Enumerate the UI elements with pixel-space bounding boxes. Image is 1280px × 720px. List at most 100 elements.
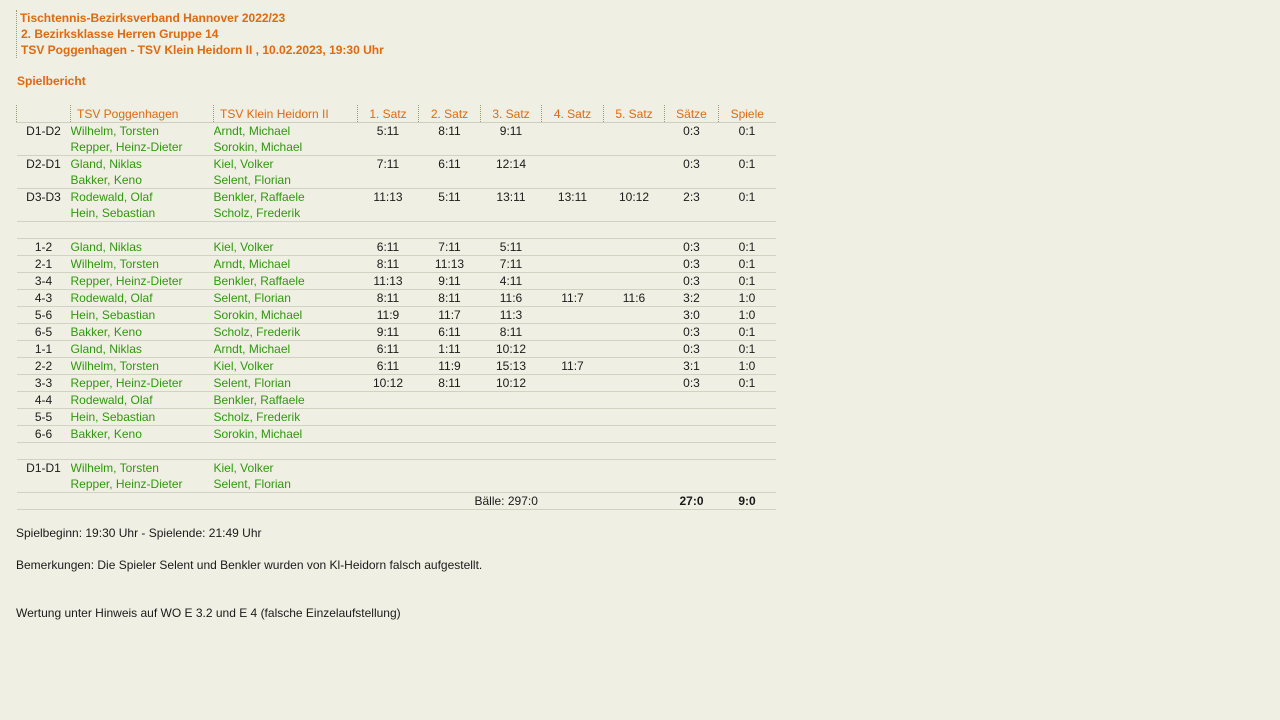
set-score-s1 [357, 425, 419, 443]
league-title: 2. Bezirksklasse Herren Gruppe 14 [21, 27, 219, 41]
match-position: 3-3 [16, 374, 71, 392]
set-score-spiele: 0:1 [738, 190, 756, 204]
set-score-s1: 11:9 [357, 306, 419, 324]
set-score-s2: 9:11 [418, 272, 481, 290]
set-score-spiele: 0:1 [718, 255, 776, 273]
set-score-saetze: 3:1 [664, 357, 719, 375]
set-score-s3: 15:13 [480, 357, 542, 375]
away-player: Selent, Florian [213, 289, 358, 307]
set-score-s4 [542, 123, 604, 140]
set-score-s2: 1:11 [418, 340, 481, 358]
away-player: Arndt, Michael [213, 340, 358, 358]
doubles-row-partner: Hein, Sebastian Scholz, Frederik [17, 205, 776, 222]
home-player: Hein, Sebastian [70, 306, 214, 324]
home-player: Gland, Niklas [70, 238, 214, 256]
col-header-set4: 4. Satz [541, 105, 604, 123]
empty-cell [357, 476, 419, 493]
set-score-s4: 13:11 [557, 190, 588, 204]
set-score-s4 [541, 374, 604, 392]
set-score-s3: 4:11 [480, 272, 542, 290]
col-header-spiele: Spiele [718, 105, 776, 123]
set-score-saetze [664, 425, 719, 443]
away-player: Arndt, Michael [213, 255, 358, 273]
set-score-saetze: 0:3 [664, 272, 719, 290]
set-score-s3: 9:11 [499, 124, 523, 138]
set-score-s1: 8:11 [357, 255, 419, 273]
empty-cell [718, 205, 776, 222]
empty-cell [664, 476, 719, 493]
set-score-s2: 11:9 [418, 357, 481, 375]
empty-cell [718, 172, 776, 189]
set-score-s4 [541, 408, 604, 426]
away-player: Kiel, Volker [213, 357, 358, 375]
home-player: Wilhelm, Torsten [70, 461, 159, 475]
home-player: Rodewald, Olaf [70, 190, 153, 204]
set-score-s3: 13:11 [496, 190, 526, 204]
set-score-s1: 6:11 [357, 238, 419, 256]
set-score-spiele: 1:0 [718, 306, 776, 324]
col-header-set3: 3. Satz [480, 105, 542, 123]
away-player: Selent, Florian [213, 476, 358, 493]
table-header-row: TSV Poggenhagen TSV Klein Heidorn II 1. … [16, 105, 776, 123]
set-score-saetze: 0:3 [664, 238, 719, 256]
set-score-s2: 8:11 [418, 374, 481, 392]
set-score-s5 [603, 238, 665, 256]
set-score-spiele: 0:1 [718, 272, 776, 290]
empty-cell [541, 205, 604, 222]
empty-cell [418, 205, 481, 222]
set-score-saetze: 0:3 [664, 323, 719, 341]
doubles-row: D2-D1 Gland, Niklas Kiel, Volker 7:11 6:11 12… [16, 155, 776, 189]
doubles-row-partner: Repper, Heinz-Dieter Selent, Florian [17, 476, 776, 493]
away-player: Sorokin, Michael [213, 139, 358, 156]
empty-cell [480, 172, 542, 189]
set-score-s2: 6:11 [438, 157, 461, 171]
empty-cell [480, 139, 542, 156]
away-player: Benkler, Raffaele [213, 391, 358, 409]
set-score-s2: 11:13 [418, 255, 481, 273]
set-score-s1: 6:11 [357, 340, 419, 358]
home-player: Rodewald, Olaf [70, 289, 214, 307]
away-player: Kiel, Volker [213, 461, 274, 475]
set-score-spiele: 0:1 [718, 374, 776, 392]
set-score-s5 [603, 323, 665, 341]
singles-row: 1-1 Gland, Niklas Arndt, Michael 6:11 1:11 10… [16, 340, 776, 358]
col-header-away: TSV Klein Heidorn II [213, 105, 358, 123]
set-score-s2: 5:11 [438, 190, 461, 204]
report-header: Tischtennis-Bezirksverband Hannover 2022… [16, 10, 384, 58]
col-header-set2: 2. Satz [418, 105, 481, 123]
spiele-total: 9:0 [718, 492, 776, 510]
rating-note: Wertung unter Hinweis auf WO E 3.2 und E… [16, 606, 401, 620]
set-score-saetze [664, 391, 719, 409]
singles-row: 4-3 Rodewald, Olaf Selent, Florian 8:11 8:11… [16, 289, 776, 307]
home-player: Repper, Heinz-Dieter [70, 476, 214, 493]
singles-row: 2-2 Wilhelm, Torsten Kiel, Volker 6:11 11:9 1… [16, 357, 776, 375]
totals-row: Bälle: 297:0 27:0 9:0 [16, 492, 776, 510]
set-score-saetze: 3:2 [664, 289, 719, 307]
home-player: Wilhelm, Torsten [70, 124, 159, 138]
set-score-s2: 11:7 [418, 306, 481, 324]
set-score-spiele: 1:0 [718, 289, 776, 307]
set-score-spiele [718, 425, 776, 443]
singles-row: 2-1 Wilhelm, Torsten Arndt, Michael 8:11 11:… [16, 255, 776, 273]
set-score-saetze: 0:3 [664, 374, 719, 392]
set-score-s5 [603, 374, 665, 392]
match-position: D3-D3 [16, 188, 71, 222]
set-score-s4 [541, 425, 604, 443]
set-score-saetze: 0:3 [683, 157, 700, 171]
set-score-s1 [357, 408, 419, 426]
singles-row: 4-4 Rodewald, Olaf Benkler, Raffaele [16, 391, 776, 409]
spacer-row [16, 442, 776, 460]
match-position: 5-5 [16, 408, 71, 426]
doubles-row: D1-D2 Wilhelm, Torsten Arndt, Michael 5:11 8… [16, 122, 776, 156]
set-score-s5 [604, 156, 665, 173]
match-position: 2-1 [16, 255, 71, 273]
empty-cell [603, 172, 665, 189]
away-player: Sorokin, Michael [213, 425, 358, 443]
empty-cell [541, 476, 604, 493]
home-player: Bakker, Keno [70, 172, 214, 189]
association-title: Tischtennis-Bezirksverband Hannover 2022… [20, 11, 286, 25]
remarks: Bemerkungen: Die Spieler Selent und Benk… [16, 558, 483, 572]
away-player: Selent, Florian [213, 172, 358, 189]
match-position: 4-4 [16, 391, 71, 409]
empty-cell [664, 139, 719, 156]
